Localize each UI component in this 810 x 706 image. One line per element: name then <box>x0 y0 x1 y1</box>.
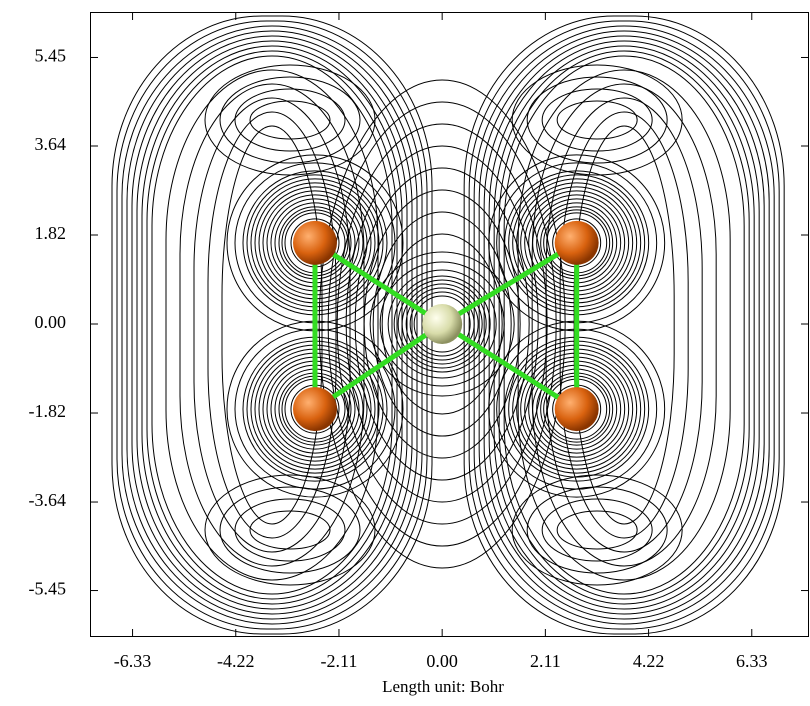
bond <box>440 321 579 412</box>
contour <box>221 125 323 525</box>
atom <box>292 220 337 265</box>
x-tick-label: -2.11 <box>321 651 358 671</box>
atoms <box>292 220 599 432</box>
contour <box>387 269 497 379</box>
contour <box>545 97 703 553</box>
contour <box>141 45 403 605</box>
y-tick-label: 3.64 <box>35 134 67 154</box>
y-tick-label: -1.82 <box>29 401 67 421</box>
contour <box>526 76 668 164</box>
contour <box>463 15 785 635</box>
contour <box>483 35 765 615</box>
contour <box>204 474 376 586</box>
y-tick-label: 0.00 <box>35 312 67 332</box>
contour <box>369 251 515 397</box>
contour <box>573 125 675 525</box>
contour <box>234 88 346 152</box>
contour <box>511 64 683 176</box>
contour <box>405 287 479 361</box>
atom <box>422 304 463 345</box>
contour <box>219 76 361 164</box>
contour <box>234 498 346 562</box>
contour <box>131 35 413 615</box>
atom <box>292 387 337 432</box>
contour <box>381 233 503 415</box>
bond <box>440 240 578 327</box>
contour <box>249 100 331 140</box>
contour <box>498 50 750 600</box>
contour <box>488 40 760 610</box>
contour <box>151 55 393 595</box>
contour <box>541 498 653 562</box>
contour <box>556 510 638 550</box>
contour <box>401 283 483 365</box>
contour <box>136 40 408 610</box>
contour <box>379 261 505 387</box>
contour <box>165 69 379 581</box>
contour <box>478 30 770 620</box>
contour <box>409 291 475 357</box>
x-tick-label: -6.33 <box>114 651 152 671</box>
contour <box>219 486 361 574</box>
contour <box>413 295 471 353</box>
contour <box>517 69 731 581</box>
x-tick-label: 2.11 <box>530 651 561 671</box>
contour <box>511 474 683 586</box>
bond <box>313 321 444 412</box>
contour <box>559 111 689 539</box>
contour <box>121 25 423 625</box>
atom <box>554 387 599 432</box>
y-tick-label: 5.45 <box>35 46 67 66</box>
contour <box>468 20 780 630</box>
contour <box>493 45 755 605</box>
y-tick-label: -3.64 <box>29 490 67 510</box>
x-tick-label: 6.33 <box>736 651 768 671</box>
y-tick-label: -5.45 <box>29 579 67 599</box>
x-tick-label: -4.22 <box>217 651 255 671</box>
x-tick-label: 4.22 <box>633 651 665 671</box>
contour <box>354 167 530 481</box>
bond <box>313 240 444 327</box>
contour <box>541 88 653 152</box>
contour <box>249 510 331 550</box>
contour <box>345 145 539 503</box>
contour <box>193 97 351 553</box>
contour <box>556 100 638 140</box>
contour <box>363 189 521 459</box>
contour <box>372 211 512 437</box>
contour <box>207 111 337 539</box>
y-tick-label: 1.82 <box>35 223 67 243</box>
atom <box>554 220 599 265</box>
x-axis-label: Length unit: Bohr <box>382 677 504 696</box>
contour <box>318 79 566 569</box>
contour <box>393 275 491 373</box>
contour <box>526 486 668 574</box>
contour <box>126 30 418 620</box>
contour <box>397 279 487 369</box>
x-tick-label: 0.00 <box>426 651 458 671</box>
contour <box>146 50 398 600</box>
contour <box>531 83 717 567</box>
